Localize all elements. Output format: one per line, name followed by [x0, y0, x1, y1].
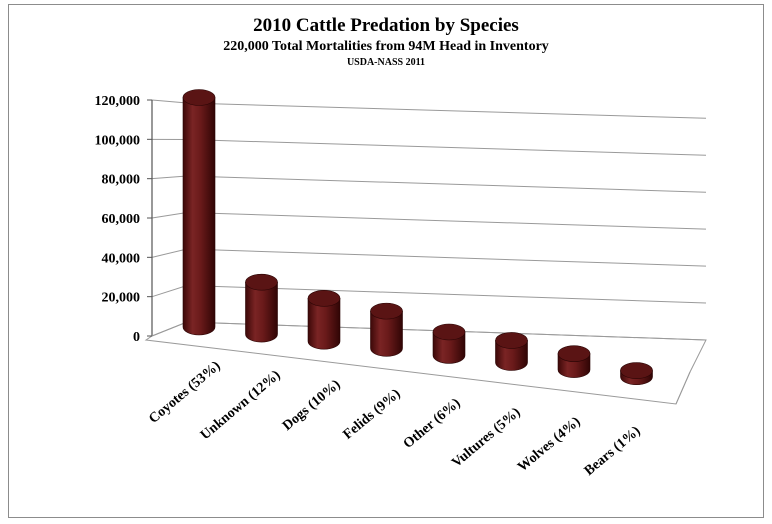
y-tick-label: 60,000 — [102, 212, 141, 227]
bar — [307, 290, 341, 350]
gridlines — [151, 99, 707, 341]
bar — [557, 345, 591, 378]
y-tick-label: 20,000 — [102, 291, 141, 306]
y-tick-label: 100,000 — [95, 133, 141, 148]
floor-edge — [675, 371, 691, 405]
gridline — [186, 212, 707, 230]
bar-top — [432, 323, 466, 341]
bar — [245, 273, 278, 343]
side-gridline — [151, 212, 188, 219]
category-label: Dogs (10%) — [280, 377, 344, 434]
bar-top — [495, 332, 528, 349]
gridline — [186, 102, 707, 119]
bar-top — [307, 290, 341, 307]
category-label: Wolves (4%) — [515, 414, 584, 475]
bars — [182, 89, 653, 385]
bar-body — [182, 97, 216, 336]
axes — [144, 100, 707, 405]
y-tick-label: 0 — [133, 330, 140, 345]
chart-title: 2010 Cattle Predation by Species — [253, 15, 519, 36]
category-label: Vultures (5%) — [449, 405, 524, 471]
side-gridline — [151, 175, 188, 180]
y-tick-label: 40,000 — [102, 251, 141, 266]
bar — [432, 323, 466, 364]
bar-top — [182, 89, 216, 106]
bar — [495, 332, 528, 371]
gridline — [186, 175, 707, 193]
bar-body — [307, 298, 341, 350]
chart-frame — [8, 4, 764, 518]
category-label: Bears (1%) — [582, 423, 644, 478]
bar-body — [245, 281, 278, 343]
chart-titles: 2010 Cattle Predation by Species 220,000… — [0, 14, 772, 69]
bar — [620, 362, 653, 385]
chart-source: USDA-NASS 2011 — [346, 57, 426, 68]
category-label: Other (6%) — [401, 396, 464, 452]
side-gridline — [151, 99, 188, 104]
side-gridline — [151, 285, 188, 298]
floor — [144, 321, 707, 405]
chart-subtitle: 220,000 Total Mortalities from 94M Head … — [223, 39, 549, 54]
bar — [370, 302, 403, 357]
category-label: Felids (9%) — [341, 386, 404, 442]
bar — [182, 89, 216, 336]
y-tick-label: 120,000 — [95, 94, 141, 109]
bar-body — [370, 310, 403, 357]
bar-top — [620, 362, 653, 379]
bar-top — [557, 345, 591, 362]
bar-body — [432, 331, 466, 364]
y-tick-label: 80,000 — [102, 173, 141, 188]
gridline — [186, 248, 707, 267]
category-label: Coyotes (53%) — [146, 358, 224, 426]
bar-body — [495, 340, 528, 371]
side-gridline — [151, 248, 188, 258]
bar-top — [245, 273, 278, 291]
gridline — [186, 139, 707, 156]
bar-top — [370, 302, 403, 320]
y-tick-labels: 0 20,000 40,000 60,000 80,000 100,000 120,000 — [95, 94, 152, 345]
